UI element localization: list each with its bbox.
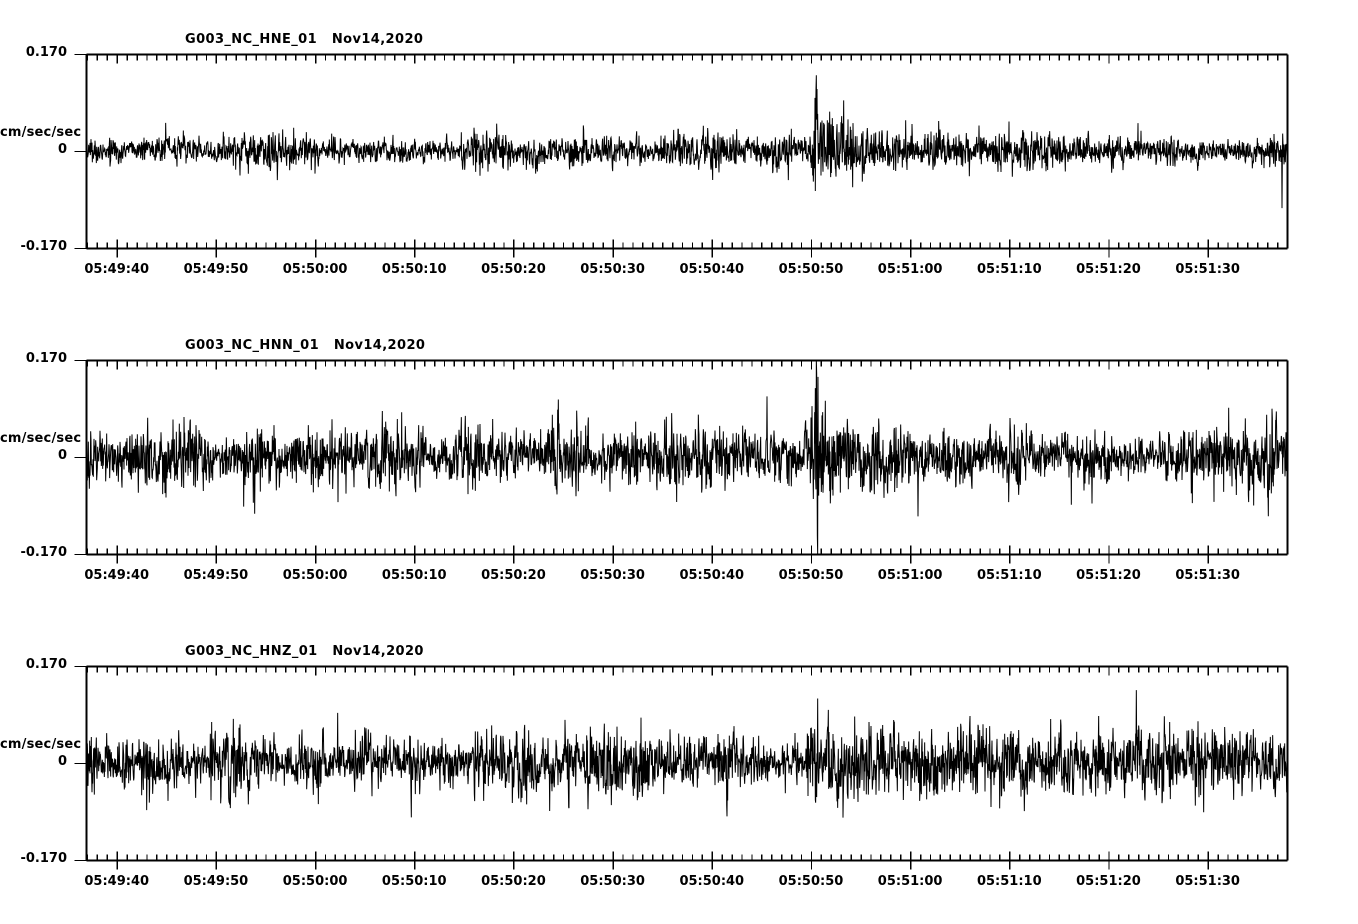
x-tick-label: 05:50:00 <box>282 568 348 583</box>
x-tick-label: 05:50:00 <box>282 874 348 889</box>
panel-title-hne: G003_NC_HNE_01 Nov14,2020 <box>185 32 424 47</box>
x-tick-label: 05:50:20 <box>481 568 546 583</box>
x-tick-label: 05:49:40 <box>84 568 150 583</box>
x-tick-label: 05:51:20 <box>1076 568 1141 583</box>
x-tick-label: 05:50:10 <box>381 262 447 277</box>
x-tick-label: 05:50:10 <box>381 568 447 583</box>
y-tick-bottom-hnz: -0.170 <box>20 851 67 866</box>
x-tick-label: 05:49:50 <box>183 262 249 277</box>
panel-title-hnn: G003_NC_HNN_01 Nov14,2020 <box>185 338 426 353</box>
y-axis-unit-label-hne: cm/sec/sec <box>0 125 82 140</box>
x-tick-label: 05:50:20 <box>481 262 546 277</box>
x-tick-label: 05:50:30 <box>580 874 645 889</box>
x-tick-label: 05:50:40 <box>679 874 745 889</box>
x-tick-label: 05:50:20 <box>481 874 546 889</box>
y-tick-zero-hnz: 0 <box>57 754 67 769</box>
x-tick-label: 05:51:30 <box>1175 874 1240 889</box>
x-tick-label: 05:50:10 <box>381 874 447 889</box>
x-tick-label: 05:51:00 <box>877 262 943 277</box>
x-tick-label: 05:51:00 <box>877 874 943 889</box>
y-tick-zero-hnn: 0 <box>57 448 67 463</box>
y-tick-bottom-hnn: -0.170 <box>20 545 67 560</box>
x-tick-label: 05:50:40 <box>679 568 745 583</box>
x-tick-label: 05:51:00 <box>877 568 943 583</box>
y-tick-top-hne: 0.170 <box>25 45 67 60</box>
x-tick-label: 05:51:20 <box>1076 874 1141 889</box>
x-tick-label: 05:50:50 <box>778 568 844 583</box>
x-tick-label: 05:51:10 <box>976 874 1042 889</box>
x-tick-label: 05:51:20 <box>1076 262 1141 277</box>
x-tick-label: 05:49:50 <box>183 874 249 889</box>
y-tick-bottom-hne: -0.170 <box>20 239 67 254</box>
x-tick-label: 05:49:50 <box>183 568 249 583</box>
panel-title-hnz: G003_NC_HNZ_01 Nov14,2020 <box>185 644 424 659</box>
x-tick-label: 05:50:30 <box>580 568 645 583</box>
x-tick-label: 05:50:50 <box>778 262 844 277</box>
y-tick-top-hnz: 0.170 <box>25 657 67 672</box>
y-axis-unit-label-hnn: cm/sec/sec <box>0 431 82 446</box>
y-axis-unit-label-hnz: cm/sec/sec <box>0 737 82 752</box>
x-tick-label: 05:50:00 <box>282 262 348 277</box>
x-tick-label: 05:51:10 <box>976 262 1042 277</box>
x-tick-label: 05:50:50 <box>778 874 844 889</box>
y-tick-zero-hne: 0 <box>57 142 67 157</box>
x-tick-label: 05:51:10 <box>976 568 1042 583</box>
x-tick-label: 05:51:30 <box>1175 262 1240 277</box>
x-tick-label: 05:49:40 <box>84 874 150 889</box>
x-tick-label: 05:51:30 <box>1175 568 1240 583</box>
y-tick-top-hnn: 0.170 <box>25 351 67 366</box>
x-tick-label: 05:49:40 <box>84 262 150 277</box>
x-tick-label: 05:50:40 <box>679 262 745 277</box>
x-tick-label: 05:50:30 <box>580 262 645 277</box>
